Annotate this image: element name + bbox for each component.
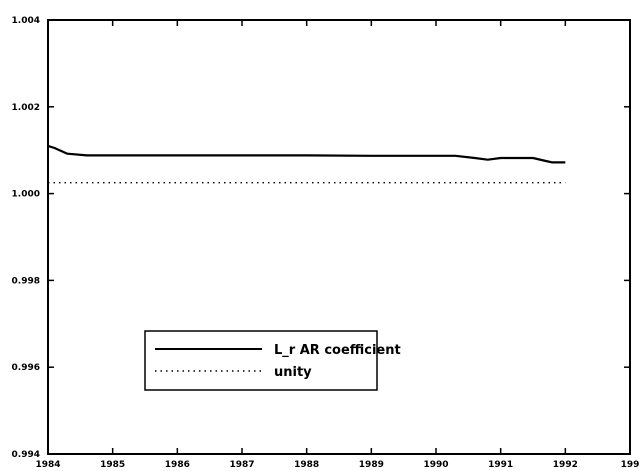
y-axis: 0.994 0.996 0.998 1.000 1.002 1.004 [12, 16, 630, 460]
x-tick-label: 1984 [35, 460, 60, 470]
series-layer [47, 144, 566, 184]
x-tick-label: 1989 [359, 460, 384, 470]
y-tick-label: 0.998 [12, 276, 40, 286]
x-tick-label: 1987 [229, 460, 254, 470]
x-tick-label: 199 [621, 460, 640, 470]
y-tick-label: 0.996 [12, 363, 40, 373]
x-tick-label: 1985 [100, 460, 125, 470]
x-axis: 1984 1985 1986 1987 1988 1989 1990 1991 1992 199 [35, 20, 639, 470]
series-line-ar-coefficient [47, 144, 566, 164]
legend-label-unity: unity [274, 365, 312, 380]
x-tick-label: 1992 [553, 460, 578, 470]
y-tick-label: 1.002 [12, 103, 40, 113]
x-tick-label: 1986 [165, 460, 190, 470]
y-tick-label: 1.004 [12, 16, 40, 26]
x-tick-label: 1991 [488, 460, 513, 470]
y-tick-label: 0.994 [12, 450, 40, 460]
x-tick-label: 1990 [423, 460, 448, 470]
x-tick-label: 1988 [294, 460, 319, 470]
legend-box [144, 330, 378, 391]
y-tick-label: 1.000 [12, 190, 40, 200]
legend: L_r AR coefficient unity [144, 330, 401, 391]
plot-frame [47, 19, 631, 455]
legend-label-ar-coefficient: L_r AR coefficient [274, 343, 401, 358]
